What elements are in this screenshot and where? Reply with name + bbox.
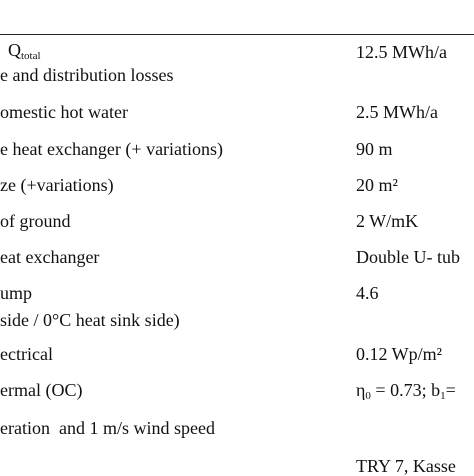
cell: ectrical — [0, 344, 53, 364]
cell: 4.6 — [356, 283, 379, 303]
cell-subscript: 1 — [440, 390, 446, 402]
cell: ze (+variations) — [0, 175, 114, 195]
cell: 12.5 MWh/a — [356, 42, 447, 62]
cell: 2.5 MWh/a — [356, 102, 438, 122]
cell: ermal (OC) — [0, 380, 83, 400]
table-top-rule — [0, 34, 474, 35]
cell: e heat exchanger (+ variations) — [0, 139, 224, 159]
cell: omestic hot water — [0, 102, 128, 122]
cell: eat exchanger — [0, 247, 100, 267]
cell: 90 m — [356, 139, 393, 159]
cell: of ground — [0, 211, 71, 231]
cell-text: = 0.73; b — [370, 380, 441, 400]
cell-text: η — [356, 380, 366, 400]
cell: TRY 7, Kasse — [356, 456, 456, 476]
cell: Double U- tub — [356, 247, 460, 267]
cell-text: Q — [8, 40, 21, 60]
cell: Qtotal — [8, 40, 41, 62]
cell-subscript: total — [21, 50, 41, 62]
cell: eration and 1 m/s wind speed — [0, 418, 215, 438]
cell: ump — [0, 283, 33, 303]
cell: 0.12 Wp/m² — [356, 344, 443, 364]
cell: side / 0°C heat sink side) — [0, 310, 180, 330]
cell: 2 W/mK — [356, 211, 419, 231]
cell-text: = — [445, 380, 456, 400]
cell-subscript: 0 — [365, 390, 371, 402]
cell: 20 m² — [356, 175, 398, 195]
cell: e and distribution losses — [0, 65, 174, 85]
cell: η0 = 0.73; b1= — [356, 380, 456, 402]
